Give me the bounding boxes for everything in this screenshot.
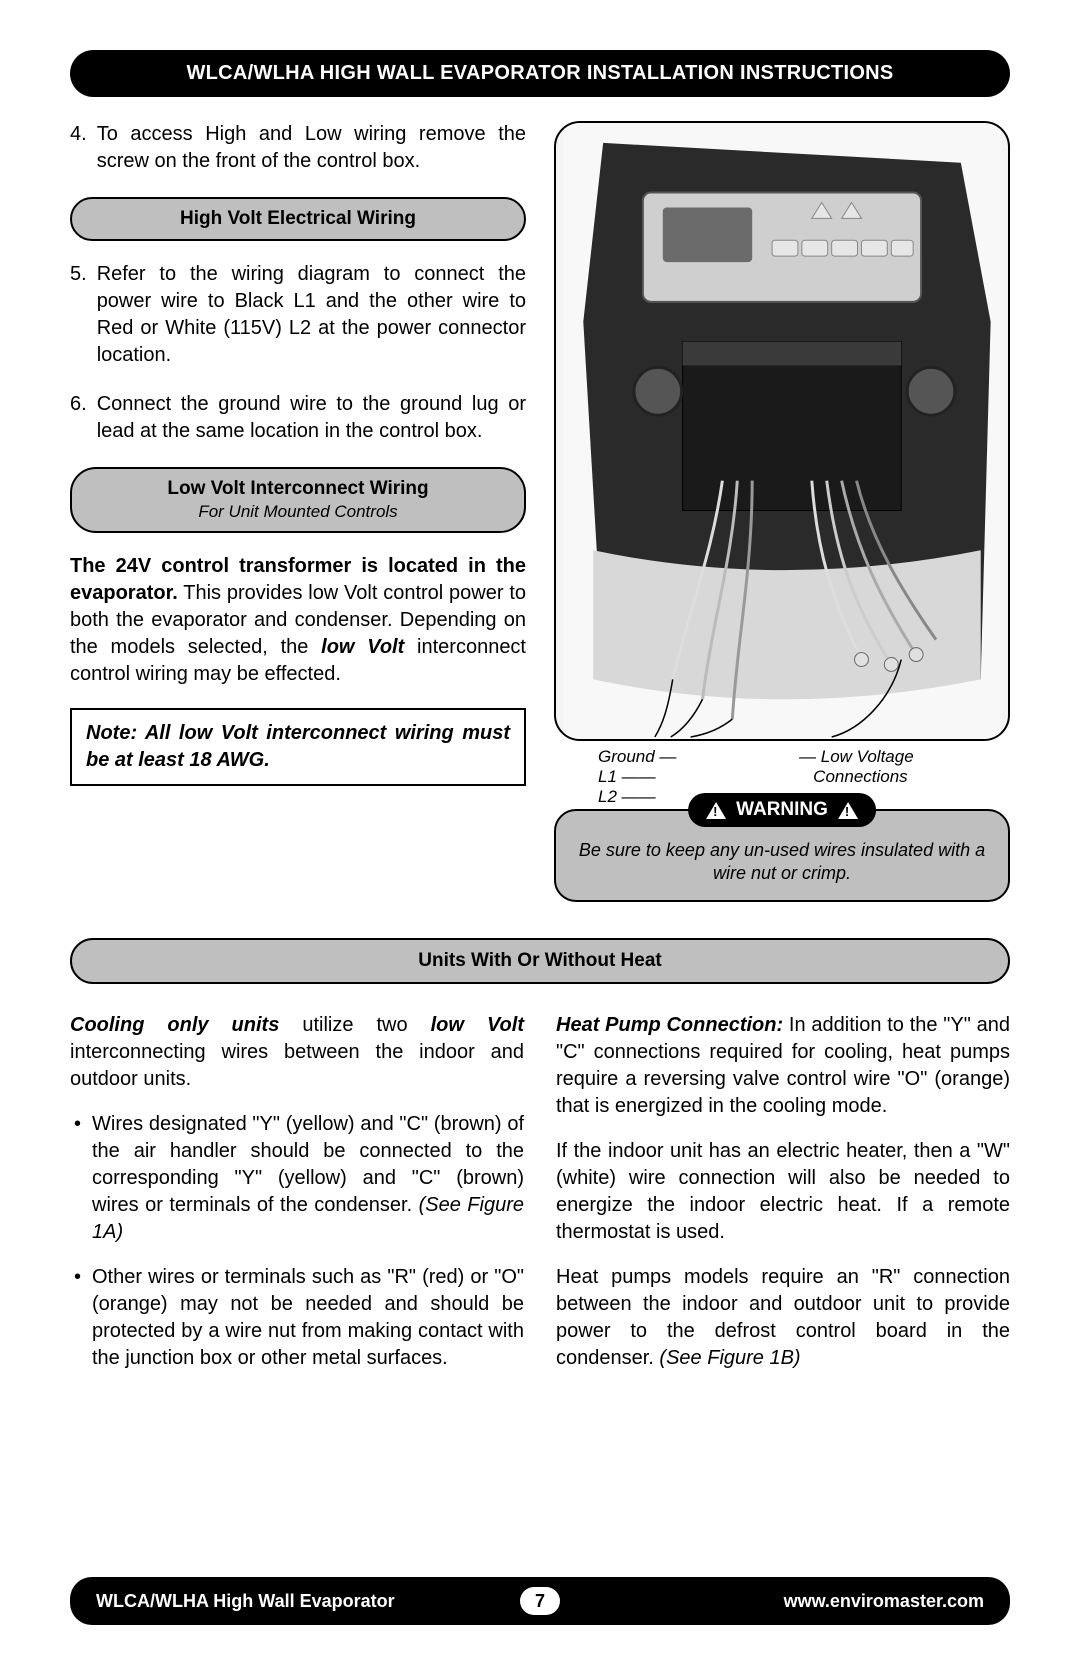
figure-ref: (See Figure 1B) — [659, 1347, 800, 1369]
transformer-paragraph: The 24V control transformer is located i… — [70, 553, 526, 688]
bullet-item: Wires designated "Y" (yellow) and "C" (b… — [70, 1111, 524, 1246]
step-number: 6. — [70, 391, 87, 445]
bullet-text: Other wires or terminals such as "R" (re… — [92, 1266, 524, 1369]
heat-pump-para: Heat Pump Connection: In addition to the… — [556, 1012, 1010, 1120]
callout-low-voltage: — Low Voltage Connections — [799, 747, 914, 788]
warning-header: ! WARNING ! — [688, 793, 876, 827]
low-volt-heading: Low Volt Interconnect Wiring For Unit Mo… — [70, 467, 526, 533]
bold-lead: Cooling only units — [70, 1014, 279, 1036]
left-column: 4. To access High and Low wiring remove … — [70, 121, 526, 902]
step-4: 4. To access High and Low wiring remove … — [70, 121, 526, 175]
step-text: Connect the ground wire to the ground lu… — [97, 391, 526, 445]
page-title-bar: WLCA/WLHA HIGH WALL EVAPORATOR INSTALLAT… — [70, 50, 1010, 97]
text-mid: utilize two — [279, 1014, 430, 1036]
bullet-item: Other wires or terminals such as "R" (re… — [70, 1264, 524, 1372]
warning-triangle-icon: ! — [838, 802, 858, 819]
pill-subtitle: For Unit Mounted Controls — [86, 502, 510, 522]
warning-triangle-icon: ! — [706, 802, 726, 819]
low-volt-emph: low Volt — [431, 1014, 524, 1036]
r-connection-para: Heat pumps models require an "R" connect… — [556, 1264, 1010, 1372]
warning-box: ! WARNING ! Be sure to keep any un-used … — [554, 809, 1010, 902]
footer-left: WLCA/WLHA High Wall Evaporator — [96, 1591, 520, 1612]
units-heading: Units With Or Without Heat — [70, 938, 1010, 984]
callout-text: L2 — [598, 787, 617, 806]
pill-title: Low Volt Interconnect Wiring — [86, 478, 510, 500]
step-number: 5. — [70, 261, 87, 369]
warning-label: WARNING — [736, 799, 828, 821]
figure-svg — [556, 123, 1008, 739]
callout-text-b: Connections — [813, 767, 908, 786]
callout-l2: L2 —— — [598, 787, 656, 807]
callout-l1: L1 —— — [598, 767, 656, 787]
note-box: Note: All low Volt interconnect wiring m… — [70, 708, 526, 786]
wiring-figure — [554, 121, 1010, 741]
text-rest: interconnecting wires between the indoor… — [70, 1041, 524, 1090]
footer-bar: WLCA/WLHA High Wall Evaporator 7 www.env… — [70, 1577, 1010, 1625]
step-6: 6. Connect the ground wire to the ground… — [70, 391, 526, 445]
bold-lead: Heat Pump Connection: — [556, 1014, 783, 1036]
bullet-list: Wires designated "Y" (yellow) and "C" (b… — [70, 1111, 524, 1372]
footer-right: www.enviromaster.com — [560, 1591, 984, 1612]
low-volt-emph: low Volt — [321, 636, 404, 658]
step-number: 4. — [70, 121, 87, 175]
high-volt-heading: High Volt Electrical Wiring — [70, 197, 526, 241]
upper-two-column: 4. To access High and Low wiring remove … — [70, 121, 1010, 902]
lower-two-column: Cooling only units utilize two low Volt … — [70, 1012, 1010, 1390]
heater-para: If the indoor unit has an electric heate… — [556, 1138, 1010, 1246]
footer-page-number: 7 — [520, 1587, 560, 1615]
callout-text-a: Low Voltage — [821, 747, 914, 766]
callout-text: Ground — [598, 747, 655, 766]
step-text: To access High and Low wiring remove the… — [97, 121, 526, 175]
cooling-intro: Cooling only units utilize two low Volt … — [70, 1012, 524, 1093]
callout-ground: Ground — — [598, 747, 676, 767]
warning-text: Be sure to keep any un-used wires insula… — [574, 839, 990, 886]
step-5: 5. Refer to the wiring diagram to connec… — [70, 261, 526, 369]
step-text: Refer to the wiring diagram to connect t… — [97, 261, 526, 369]
bottom-left-column: Cooling only units utilize two low Volt … — [70, 1012, 524, 1390]
pill-title: High Volt Electrical Wiring — [86, 208, 510, 230]
callout-text: L1 — [598, 767, 617, 786]
right-column: Ground — L1 —— L2 —— — Low Voltage Conne… — [554, 121, 1010, 902]
bottom-right-column: Heat Pump Connection: In addition to the… — [556, 1012, 1010, 1390]
